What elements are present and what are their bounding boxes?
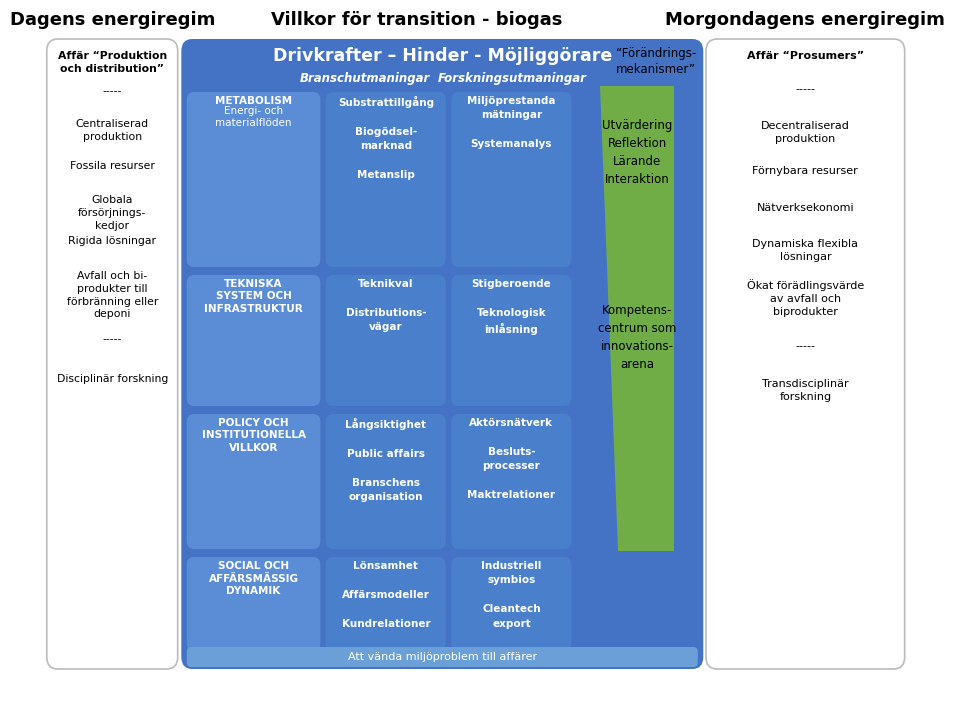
FancyBboxPatch shape xyxy=(187,414,321,549)
Text: Lönsamhet

Affärsmodeller

Kundrelationer: Lönsamhet Affärsmodeller Kundrelationer xyxy=(342,561,430,628)
FancyBboxPatch shape xyxy=(325,92,445,267)
Text: Kompetens-
centrum som
innovations-
arena: Kompetens- centrum som innovations- aren… xyxy=(598,304,677,371)
Text: TEKNISKA
SYSTEM OCH
INFRASTRUKTUR: TEKNISKA SYSTEM OCH INFRASTRUKTUR xyxy=(204,279,303,313)
Text: Decentraliserad
produktion: Decentraliserad produktion xyxy=(761,121,850,144)
Text: Fossila resurser: Fossila resurser xyxy=(70,161,155,171)
Text: Morgondagens energiregim: Morgondagens energiregim xyxy=(665,11,946,29)
Text: Aktörsnätverk

Besluts-
processer

Maktrelationer: Aktörsnätverk Besluts- processer Maktrel… xyxy=(468,418,556,500)
Text: Substrattillgång

Biogödsel-
marknad

Metanslip: Substrattillgång Biogödsel- marknad Meta… xyxy=(338,96,434,180)
Text: SOCIAL OCH
AFFÄRSMÄSSIG
DYNAMIK: SOCIAL OCH AFFÄRSMÄSSIG DYNAMIK xyxy=(208,561,299,596)
Text: Rigida lösningar: Rigida lösningar xyxy=(68,236,156,246)
FancyBboxPatch shape xyxy=(451,414,571,549)
Text: METABOLISM: METABOLISM xyxy=(215,96,292,106)
Text: “Förändrings-
mekanismer”: “Förändrings- mekanismer” xyxy=(616,47,696,76)
Text: Energi- och
materialflöden: Energi- och materialflöden xyxy=(215,106,292,129)
Polygon shape xyxy=(600,86,674,551)
Text: Stigberoende

Teknologisk
inlåsning: Stigberoende Teknologisk inlåsning xyxy=(471,279,551,336)
Text: Förnybara resurser: Förnybara resurser xyxy=(753,166,858,176)
Text: Industriell
symbios

Cleantech
export: Industriell symbios Cleantech export xyxy=(481,561,541,628)
FancyBboxPatch shape xyxy=(187,275,321,406)
Text: Transdisciplinär
forskning: Transdisciplinär forskning xyxy=(762,379,849,402)
Text: Ökat förädlingsvärde
av avfall och
biprodukter: Ökat förädlingsvärde av avfall och bipro… xyxy=(747,279,864,316)
Text: Villkor för transition - biogas: Villkor för transition - biogas xyxy=(272,11,563,29)
FancyBboxPatch shape xyxy=(451,557,571,651)
FancyBboxPatch shape xyxy=(47,39,178,669)
Text: -----: ----- xyxy=(103,86,122,96)
Text: Affär “Produktion
och distribution”: Affär “Produktion och distribution” xyxy=(58,51,167,74)
Text: Att vända miljöproblem till affärer: Att vända miljöproblem till affärer xyxy=(348,652,537,662)
Text: -----: ----- xyxy=(103,334,122,344)
Text: -----: ----- xyxy=(795,84,815,94)
Text: Teknikval

Distributions-
vägar: Teknikval Distributions- vägar xyxy=(346,279,426,332)
FancyBboxPatch shape xyxy=(181,39,704,669)
FancyBboxPatch shape xyxy=(325,557,445,651)
FancyBboxPatch shape xyxy=(187,92,321,267)
FancyBboxPatch shape xyxy=(325,414,445,549)
Text: -----: ----- xyxy=(795,341,815,351)
Text: Nätverksekonomi: Nätverksekonomi xyxy=(756,203,854,213)
Text: Dagens energiregim: Dagens energiregim xyxy=(10,11,215,29)
FancyBboxPatch shape xyxy=(325,275,445,406)
FancyBboxPatch shape xyxy=(451,275,571,406)
FancyBboxPatch shape xyxy=(187,557,321,651)
Text: POLICY OCH
INSTITUTIONELLA
VILLKOR: POLICY OCH INSTITUTIONELLA VILLKOR xyxy=(202,418,305,453)
Text: Globala
försörjnings-
kedjor: Globala försörjnings- kedjor xyxy=(78,195,146,231)
Text: Branschutmaningar: Branschutmaningar xyxy=(300,72,430,85)
Text: Avfall och bi-
produkter till
förbränning eller
deponi: Avfall och bi- produkter till förbrännin… xyxy=(66,271,157,319)
Text: Långsiktighet

Public affairs

Branschens
organisation: Långsiktighet Public affairs Branschens … xyxy=(346,418,426,502)
FancyBboxPatch shape xyxy=(187,647,698,667)
Text: Centraliserad
produktion: Centraliserad produktion xyxy=(76,119,149,142)
Text: Utvärdering
Reflektion
Lärande
Interaktion: Utvärdering Reflektion Lärande Interakti… xyxy=(602,119,673,186)
FancyBboxPatch shape xyxy=(451,92,571,267)
Text: Disciplinär forskning: Disciplinär forskning xyxy=(57,374,168,384)
Text: Affär “Prosumers”: Affär “Prosumers” xyxy=(747,51,864,61)
Text: Drivkrafter – Hinder - Möjliggörare: Drivkrafter – Hinder - Möjliggörare xyxy=(273,47,612,65)
Text: Dynamiska flexibla
lösningar: Dynamiska flexibla lösningar xyxy=(753,239,858,262)
Text: Forskningsutmaningar: Forskningsutmaningar xyxy=(438,72,587,85)
FancyBboxPatch shape xyxy=(706,39,904,669)
Text: Miljöprestanda
mätningar

Systemanalys: Miljöprestanda mätningar Systemanalys xyxy=(468,96,556,150)
